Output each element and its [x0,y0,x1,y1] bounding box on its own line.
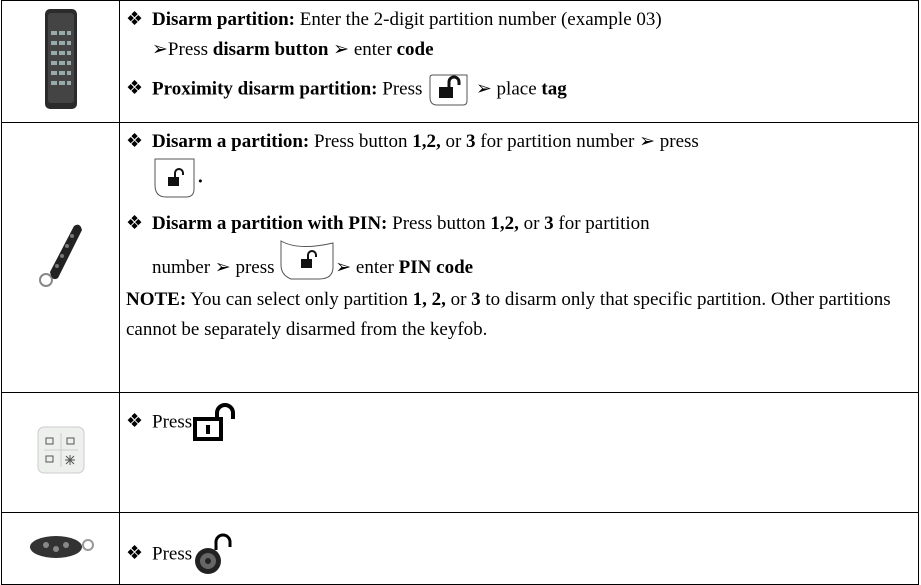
text: or [518,213,545,234]
text: You can select only partition [186,289,413,310]
unlock-dial-icon [195,533,232,574]
text: number ➢ press [152,257,280,278]
text: for partition [553,213,650,234]
text: ➢Press [152,39,213,60]
unlock-button-icon [280,240,334,280]
text: or [440,131,467,152]
text-cell: ❖ Press [119,512,919,585]
text: to disarm only that specific partition. … [126,289,891,340]
text: for partition number ➢ press [475,131,699,152]
text: 1,2, [412,131,441,152]
bullet: ❖ [126,131,144,152]
text: or [445,289,472,310]
text: Enter the 2-digit partition number (exam… [295,9,662,30]
paragraph: NOTE: You can select only partition 1, 2… [126,285,912,345]
text: ➢ enter [335,257,399,278]
text: 3 [544,213,554,234]
text: ➢ enter [328,39,397,60]
text-cell: ❖ Press [119,392,919,513]
paragraph: ❖ Disarm a partition: Press button 1,2, o… [126,127,912,199]
bullet: ❖ [126,213,144,234]
text: code [396,39,434,60]
text: Press [377,78,428,100]
device-cell [1,512,120,585]
text: Press button [309,131,413,152]
text: Disarm a partition with PIN: [152,213,388,234]
unlock-icon [193,403,236,441]
text: Press [152,543,193,565]
bullet: ❖ [126,543,144,565]
paragraph: ❖ Press [126,533,912,577]
device-cell [1,122,120,393]
text: Proximity disarm partition: [152,78,378,100]
text: 3 [466,131,476,152]
keyfob-image [38,224,82,287]
keypad-image [44,8,77,109]
wall-keypad-image [37,426,84,473]
text: Disarm partition: [152,9,296,30]
text: NOTE: [126,289,187,310]
text: Press button [387,213,491,234]
device-cell [1,392,120,513]
paragraph: ❖ Press [126,403,912,443]
unlock-button-icon [429,74,468,106]
bullet: ❖ [126,78,144,100]
row: ❖ Press [1,512,919,585]
row: ❖ Disarm a partition: Press button 1,2, o… [1,122,919,393]
row: ❖ Disarm partition: Enter the 2-digit par… [1,0,919,123]
text-cell: ❖ Disarm a partition: Press button 1,2, o… [119,122,919,393]
paragraph: ❖ Disarm a partition with PIN: Press butt… [126,209,912,283]
text: 3 [471,289,481,310]
bullet: ❖ [126,411,144,433]
text-cell: ❖ Disarm partition: Enter the 2-digit par… [119,0,919,123]
text: Press [152,411,193,433]
row: ❖ Press [1,392,919,513]
text: PIN code [398,257,474,278]
text: disarm button [212,39,329,60]
text: Disarm a partition: [152,131,310,152]
paragraph: ❖ Disarm partition: Enter the 2-digit par… [126,5,912,65]
remote-image [29,535,94,558]
text: . [198,166,203,188]
text: 1,2, [490,213,519,234]
bullet: ❖ [126,9,144,30]
text: ➢ place [471,78,542,100]
paragraph: ❖ Proximity disarm partition: Press ➢ pla… [126,73,912,107]
device-cell [1,0,120,123]
text: 1, 2, [412,289,446,310]
text: tag [541,78,567,100]
unlock-button-icon [154,158,195,198]
